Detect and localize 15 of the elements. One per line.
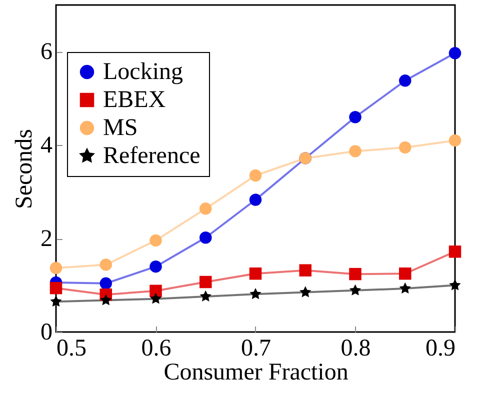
y-tick-label: 6 — [40, 39, 52, 66]
legend-label: MS — [103, 115, 138, 141]
y-tick-label: 4 — [40, 132, 52, 159]
legend-label: Locking — [103, 59, 183, 85]
legend-label: EBEX — [103, 87, 166, 113]
x-tick-label: 0.6 — [141, 336, 172, 362]
x-tick-label: 0.9 — [426, 336, 456, 362]
x-tick-label: 0.7 — [241, 336, 271, 362]
x-axis-title: Consumer Fraction — [164, 360, 348, 386]
y-axis-title: Seconds — [12, 129, 38, 209]
y-tick-label: 2 — [40, 226, 52, 252]
y-tick-label: 0 — [40, 320, 52, 346]
x-tick-label: 0.5 — [56, 336, 86, 362]
legend-label: Reference — [103, 143, 200, 169]
x-tick-label: 0.8 — [340, 336, 371, 362]
